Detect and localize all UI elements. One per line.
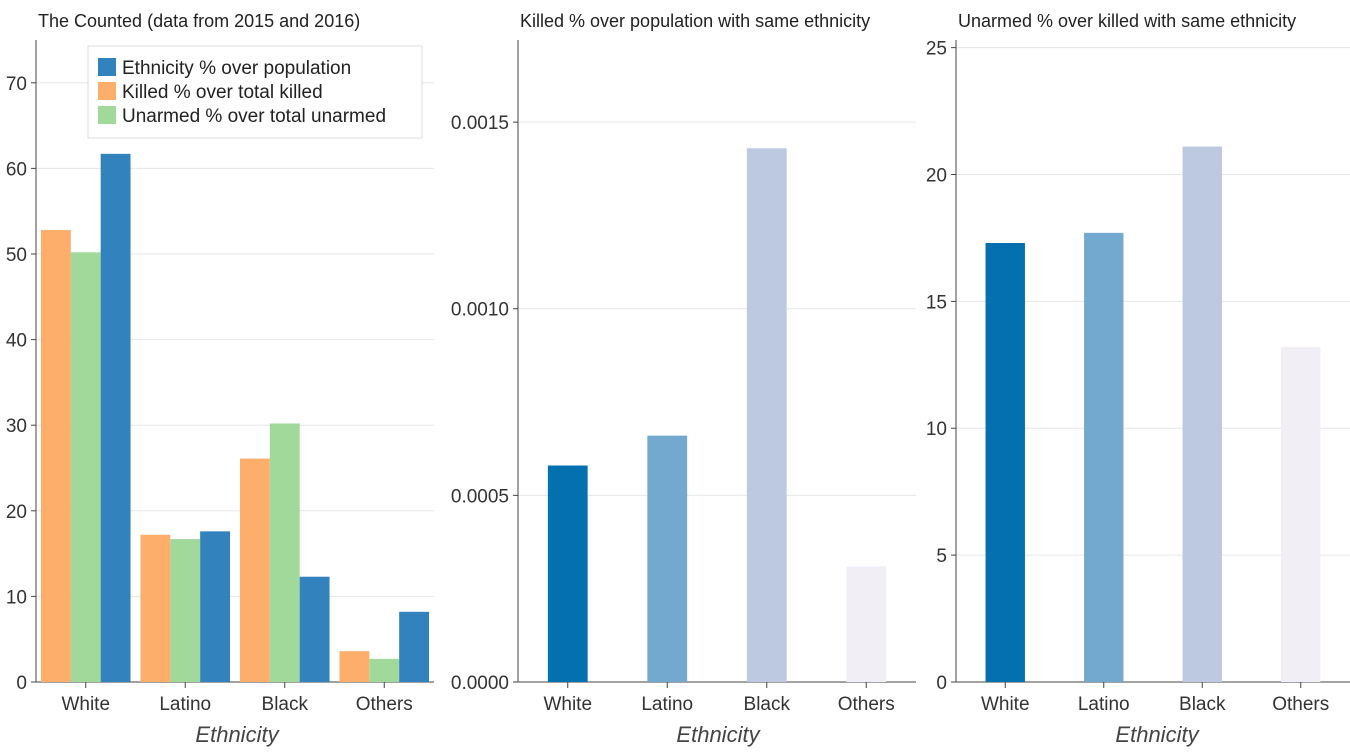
y-tick-label: 10 <box>926 419 947 440</box>
x-tick-label: Latino <box>1078 694 1130 715</box>
y-tick-label: 60 <box>6 159 27 180</box>
bar <box>1084 232 1124 682</box>
y-tick-label: 70 <box>6 74 27 95</box>
legend-swatch <box>98 82 116 100</box>
chart-panel-3: 0 5 10 15 20 25 White Latino Black Others Unarmed… <box>926 11 1350 747</box>
bar <box>369 658 400 682</box>
x-tick-label: White <box>61 694 110 715</box>
x-axis-label: Ethnicity <box>676 722 761 747</box>
bar <box>269 423 300 682</box>
legend-label: Killed % over total killed <box>122 82 323 103</box>
bar <box>1182 146 1222 682</box>
bar <box>100 153 131 682</box>
y-tick-label: 15 <box>926 292 947 313</box>
x-axis-label: Ethnicity <box>1115 722 1200 747</box>
legend: Ethnicity % over population Killed % over… <box>87 45 423 139</box>
x-tick-label: Black <box>1179 694 1226 715</box>
y-tick-label: 5 <box>936 546 947 567</box>
chart-title: Unarmed % over killed with same ethnicit… <box>958 11 1296 31</box>
y-tick-label: 25 <box>926 39 947 60</box>
y-tick-label: 0.0000 <box>451 673 509 694</box>
y-tick-label: 30 <box>6 416 27 437</box>
y-tick-label: 20 <box>6 502 27 523</box>
x-tick-label: Black <box>262 694 309 715</box>
bar <box>70 252 101 682</box>
bar <box>985 243 1025 682</box>
bar <box>647 435 688 682</box>
legend-swatch <box>98 106 116 124</box>
legend-label: Ethnicity % over population <box>122 58 351 79</box>
chart-panel-2: 0.0000 0.0005 0.0010 0.0015 White Latino Black… <box>451 11 916 747</box>
y-tick-label: 0 <box>936 673 947 694</box>
x-tick-label: Others <box>838 694 895 715</box>
y-tick-label: 0.0005 <box>451 486 509 507</box>
y-tick-label: 10 <box>6 587 27 608</box>
bar <box>140 534 171 682</box>
y-tick-label: 20 <box>926 165 947 186</box>
bar <box>200 531 231 682</box>
x-tick-label: Others <box>1272 694 1329 715</box>
y-tick-label: 0.0015 <box>451 113 509 134</box>
x-tick-label: Latino <box>159 694 211 715</box>
bar <box>846 566 887 682</box>
chart-title: Killed % over population with same ethni… <box>520 11 870 31</box>
x-tick-label: Black <box>744 694 791 715</box>
bar <box>1281 347 1321 682</box>
y-tick-label: 50 <box>6 245 27 266</box>
x-axis-label: Ethnicity <box>195 722 280 747</box>
y-tick-label: 0 <box>16 673 27 694</box>
legend-label: Unarmed % over total unarmed <box>122 106 386 127</box>
chart-panel-1: 0 10 20 30 40 50 60 70 White Latino Black Others Eth… <box>6 11 434 747</box>
bar <box>299 576 330 682</box>
x-tick-label: White <box>543 694 592 715</box>
bar <box>746 148 787 682</box>
bar <box>40 230 71 683</box>
bar <box>399 611 430 682</box>
x-tick-label: White <box>981 694 1030 715</box>
bar <box>170 539 201 682</box>
bar <box>239 458 270 682</box>
x-tick-label: Others <box>356 694 413 715</box>
bar <box>547 465 588 682</box>
chart-title: The Counted (data from 2015 and 2016) <box>38 11 360 31</box>
x-tick-label: Latino <box>641 694 693 715</box>
y-tick-label: 40 <box>6 331 27 352</box>
y-tick-label: 0.0010 <box>451 300 509 321</box>
legend-box <box>87 45 423 139</box>
legend-swatch <box>98 58 116 76</box>
bar <box>339 651 370 682</box>
